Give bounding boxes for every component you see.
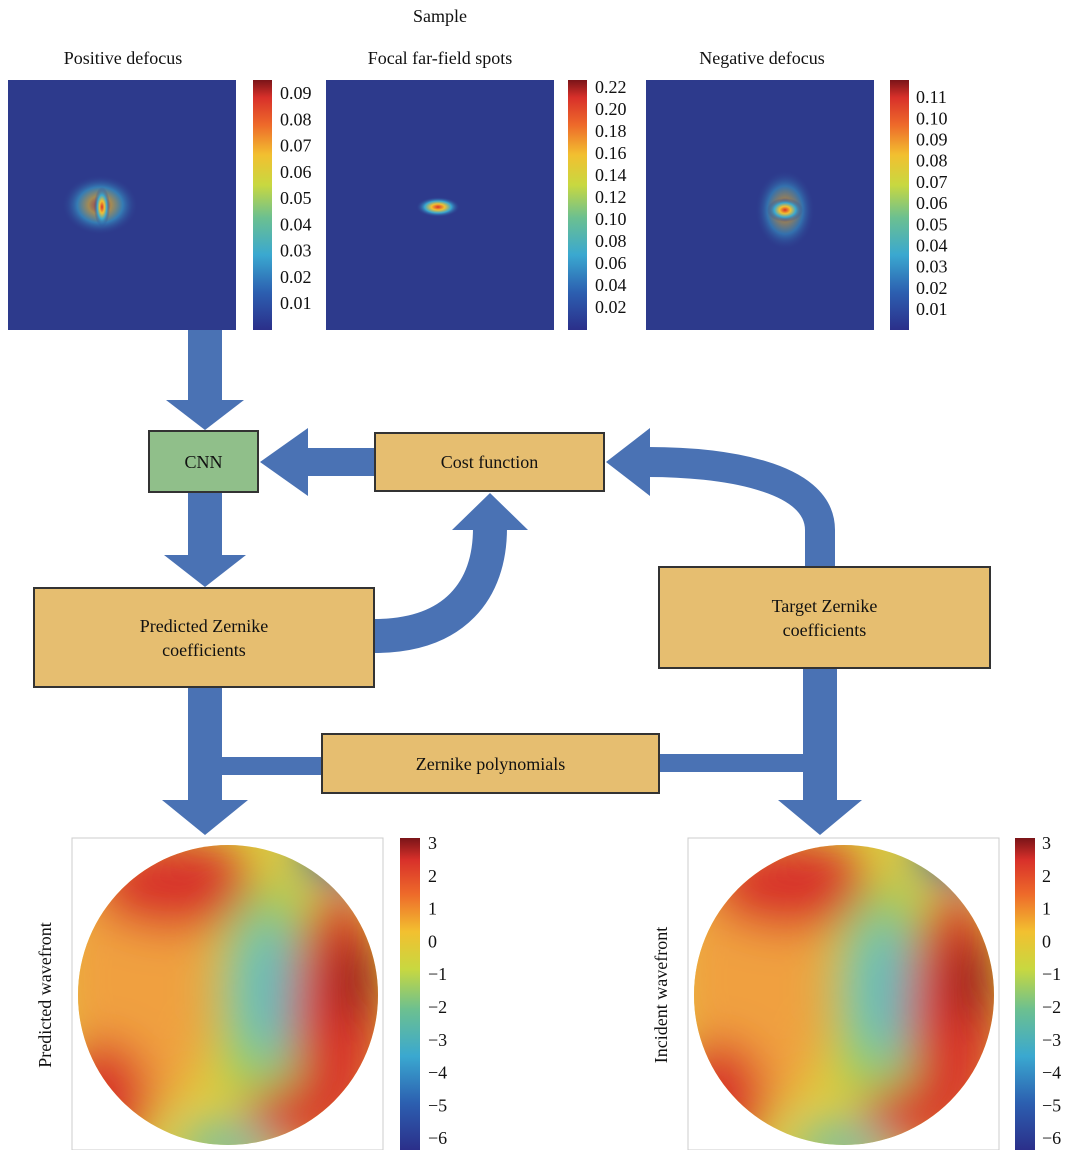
colorbar-label: −3 <box>1042 1030 1061 1050</box>
node-cnn: CNN <box>148 430 259 493</box>
colorbar-label: −1 <box>1042 964 1061 984</box>
colorbar-label: 0.06 <box>280 162 312 182</box>
colorbar-label: 0.03 <box>916 257 948 277</box>
colorbar-label: −6 <box>1042 1128 1061 1148</box>
panel-label: Positive defocus <box>64 48 183 68</box>
colorbar-label: 0.18 <box>595 121 627 141</box>
colorbar-label: 1 <box>1042 899 1051 919</box>
node-zernike: Zernike polynomials <box>321 733 660 794</box>
colorbar-label: 0.08 <box>280 109 312 129</box>
colorbar-label: 0.01 <box>916 299 948 319</box>
panel-label: Negative defocus <box>699 48 824 68</box>
colorbar-label: −2 <box>1042 997 1061 1017</box>
colorbar-label: −4 <box>428 1063 447 1083</box>
colorbar-label: 3 <box>1042 833 1051 853</box>
node-target: Target Zernike coefficients <box>658 566 991 669</box>
colorbar-label: 0.14 <box>595 165 627 185</box>
node-cost: Cost function <box>374 432 605 492</box>
colorbar-label: −6 <box>428 1128 447 1148</box>
colorbar-label: 0.20 <box>595 99 627 119</box>
colorbar-label: 0.06 <box>595 253 627 273</box>
colorbar-label: −4 <box>1042 1063 1061 1083</box>
colorbar-label: 0.05 <box>916 214 948 234</box>
colorbar-label: 0.02 <box>280 267 312 287</box>
colorbar-label: 0.12 <box>595 187 627 207</box>
colorbar-label: 0.11 <box>916 87 947 107</box>
colorbar-label: 0.02 <box>595 297 627 317</box>
colorbar-label: 0.16 <box>595 143 627 163</box>
title: Sample <box>413 6 467 26</box>
wavefront-label: Predicted wavefront <box>35 922 55 1067</box>
diagram: Sample Positive defocus Focal far-field … <box>0 0 1066 1150</box>
colorbar-label: 0 <box>1042 931 1051 951</box>
colorbar-label: 1 <box>428 899 437 919</box>
colorbar-label: 0.03 <box>280 241 312 261</box>
colorbar-label: 0.04 <box>595 275 627 295</box>
colorbar-label: 0.04 <box>916 236 948 256</box>
colorbar-label: 0.09 <box>916 130 948 150</box>
colorbar-label: 2 <box>1042 866 1051 886</box>
colorbar-label: 0.05 <box>280 188 312 208</box>
colorbar-label: 0 <box>428 931 437 951</box>
colorbar-label: −3 <box>428 1030 447 1050</box>
colorbar-label: 0.04 <box>280 214 312 234</box>
wavefront-label: Incident wavefront <box>651 927 671 1063</box>
colorbar-label: 3 <box>428 833 437 853</box>
colorbar-label: 0.06 <box>916 193 948 213</box>
colorbar-label: 0.08 <box>916 151 948 171</box>
colorbar-label: 0.07 <box>916 172 948 192</box>
colorbar-label: 0.10 <box>916 108 948 128</box>
colorbar-label: 2 <box>428 866 437 886</box>
colorbar-label: 0.01 <box>280 293 312 313</box>
colorbar-label: 0.09 <box>280 83 312 103</box>
node-predicted: Predicted Zernike coefficients <box>33 587 375 688</box>
colorbar-label: −5 <box>1042 1095 1061 1115</box>
colorbar-label: −5 <box>428 1095 447 1115</box>
colorbar-label: 0.08 <box>595 231 627 251</box>
colorbar-label: 0.10 <box>595 209 627 229</box>
colorbar-label: −1 <box>428 964 447 984</box>
panel-label: Focal far-field spots <box>368 48 513 68</box>
colorbar-label: −2 <box>428 997 447 1017</box>
colorbar-label: 0.22 <box>595 77 627 97</box>
colorbar-label: 0.07 <box>280 136 312 156</box>
colorbar-label: 0.02 <box>916 278 948 298</box>
